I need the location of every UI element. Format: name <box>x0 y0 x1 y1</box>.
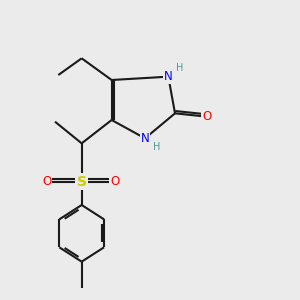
Text: N: N <box>141 132 149 145</box>
Text: H: H <box>153 142 160 152</box>
Text: O: O <box>110 175 120 188</box>
Text: S: S <box>77 175 87 189</box>
Text: O: O <box>42 175 51 188</box>
Text: N: N <box>164 70 173 83</box>
Text: O: O <box>202 110 211 123</box>
Text: H: H <box>176 63 184 73</box>
